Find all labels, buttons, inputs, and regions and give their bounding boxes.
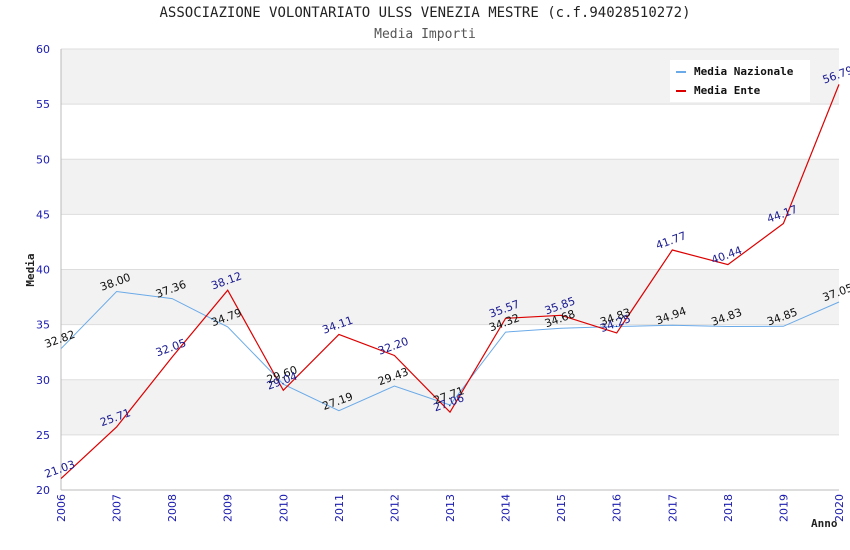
x-tick-label: 2007 xyxy=(111,494,124,522)
x-tick-label: 2010 xyxy=(277,494,290,522)
legend-label-nazionale: Media Nazionale xyxy=(694,65,794,78)
grid-band xyxy=(61,159,839,215)
grid-band xyxy=(61,379,839,435)
x-tick-label: 2009 xyxy=(222,494,235,522)
series-line-media-ente xyxy=(60,84,840,480)
x-axis-label: Anno xyxy=(811,517,838,530)
x-tick-label: 2012 xyxy=(388,494,401,522)
y-tick-label: 30 xyxy=(36,374,50,387)
y-tick-label: 25 xyxy=(36,429,50,442)
x-tick-label: 2019 xyxy=(777,494,790,522)
legend-label-ente: Media Ente xyxy=(694,84,761,97)
x-tick-label: 2020 xyxy=(833,494,846,522)
x-tick-label: 2016 xyxy=(611,494,624,522)
x-tick-label: 2015 xyxy=(555,494,568,522)
legend: Media Nazionale Media Ente xyxy=(670,60,810,102)
x-tick-label: 2014 xyxy=(500,494,513,522)
grid-band xyxy=(61,269,839,325)
data-label-ente: 41.77 xyxy=(654,229,688,252)
data-label-ente: 40.44 xyxy=(710,244,744,267)
y-tick-label: 60 xyxy=(36,43,50,56)
data-label-ente: 32.20 xyxy=(376,335,410,358)
y-axis-label: Media xyxy=(24,253,37,286)
chart-subtitle: Media Importi xyxy=(374,27,476,42)
y-tick-label: 50 xyxy=(36,153,50,166)
chart-title: ASSOCIAZIONE VOLONTARIATO ULSS VENEZIA M… xyxy=(159,5,691,21)
x-tick-label: 2011 xyxy=(333,494,346,522)
x-tick-label: 2008 xyxy=(166,494,179,522)
data-label-ente: 21.03 xyxy=(43,458,77,481)
x-tick-label: 2013 xyxy=(444,494,457,522)
x-tick-label: 2017 xyxy=(666,494,679,522)
y-tick-label: 40 xyxy=(36,264,50,277)
y-tick-label: 20 xyxy=(36,484,50,497)
series-line-media-nazionale xyxy=(60,290,840,412)
x-tick-label: 2006 xyxy=(55,494,68,522)
y-tick-label: 45 xyxy=(36,208,50,221)
y-tick-label: 35 xyxy=(36,319,50,332)
x-tick-label: 2018 xyxy=(722,494,735,522)
data-label-ente: 32.05 xyxy=(154,336,188,359)
y-tick-label: 55 xyxy=(36,98,50,111)
